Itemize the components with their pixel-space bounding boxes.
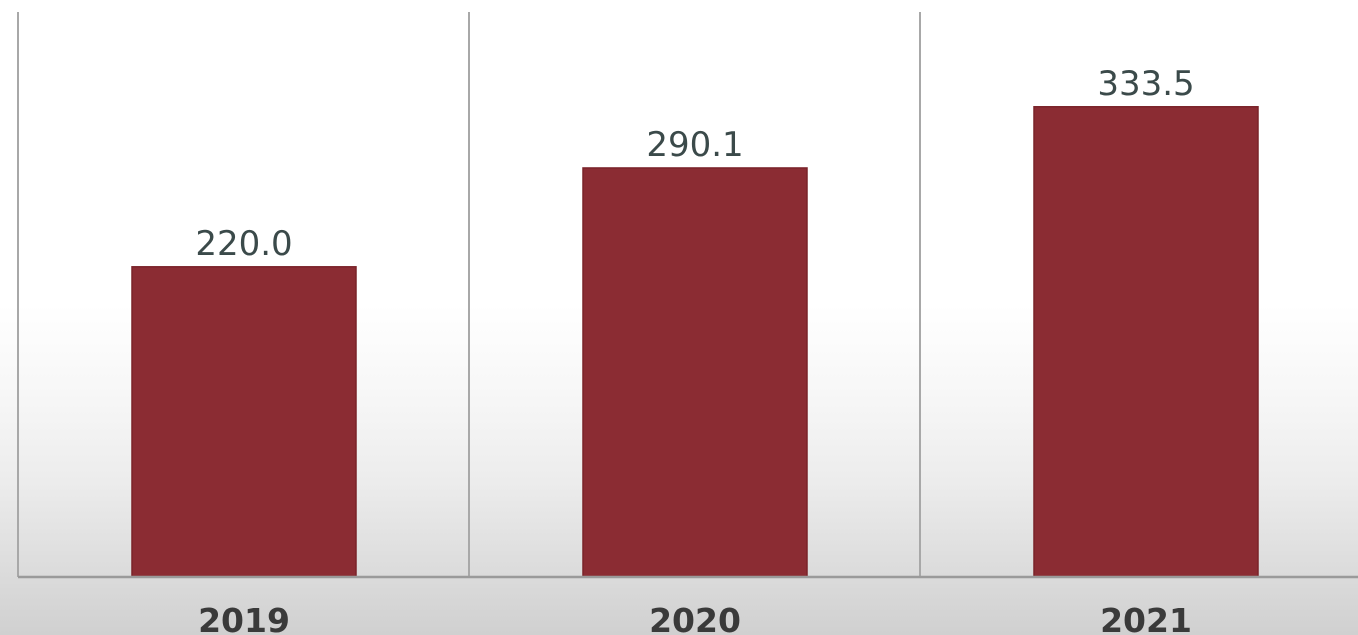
x-tick-label-2021: 2021 (1100, 601, 1192, 635)
x-tick-label-2019: 2019 (198, 601, 290, 635)
bar-2019 (131, 266, 357, 578)
data-label-2021: 333.5 (1097, 64, 1194, 104)
x-tick-label-2020: 2020 (649, 601, 741, 635)
data-labels-group: 220.0 290.1 333.5 (195, 64, 1194, 264)
bar-2021 (1033, 106, 1259, 578)
x-tick-labels-group: 2019 2020 2021 (198, 601, 1192, 635)
data-label-2019: 220.0 (195, 224, 292, 264)
data-label-2020: 290.1 (646, 125, 743, 165)
bar-2020 (582, 167, 808, 578)
category-separators (17, 12, 921, 577)
bars-group (131, 106, 1259, 578)
